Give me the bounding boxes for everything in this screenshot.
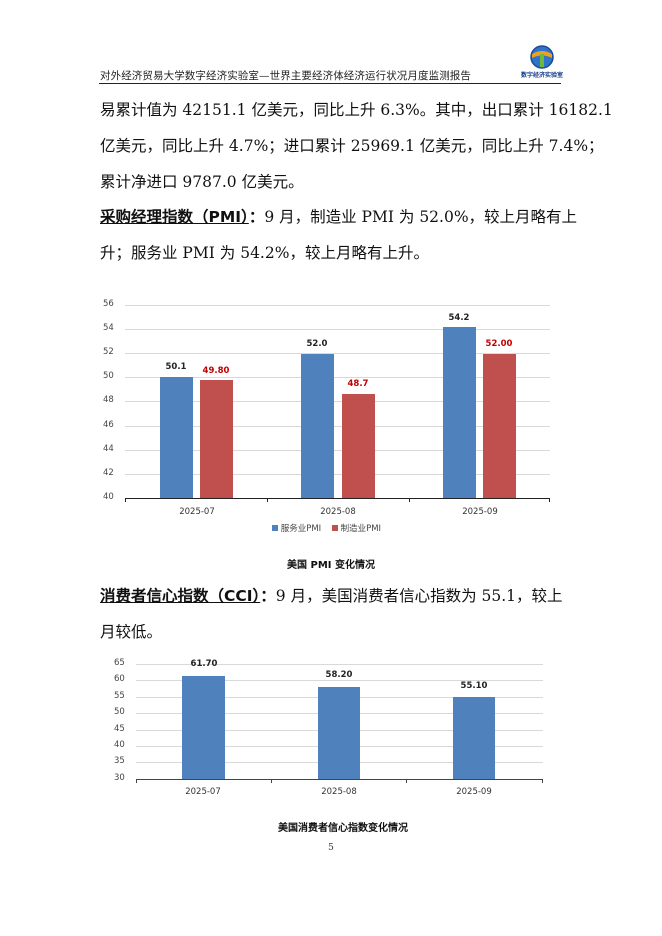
value-label: 55.10 bbox=[460, 681, 488, 691]
pmi-line-2: 升；服务业 PMI 为 54.2%，较上月略有上升。 bbox=[100, 244, 429, 262]
gridline bbox=[136, 680, 543, 681]
y-tick: 54 bbox=[103, 323, 114, 333]
bar-services-2025-09 bbox=[443, 327, 476, 498]
trade-line-2: 亿美元，同比上升 4.7%；进口累计 25969.1 亿美元，同比上升 7.4%… bbox=[100, 137, 604, 155]
gridline bbox=[136, 697, 543, 698]
x-axis-tick bbox=[409, 498, 410, 502]
bar-manufacturing-2025-07 bbox=[200, 380, 233, 498]
x-axis-tick bbox=[267, 498, 268, 502]
page-number: 5 bbox=[328, 843, 334, 853]
bar-cci-2025-08 bbox=[318, 687, 360, 779]
header-divider bbox=[99, 83, 561, 84]
trade-paragraph: 易累计值为 42151.1 亿美元，同比上升 6.3%。其中，出口累计 1618… bbox=[100, 92, 613, 200]
pmi-paragraph: 采购经理指数（PMI）：9 月，制造业 PMI 为 52.0%，较上月略有上 升… bbox=[100, 199, 577, 271]
lab-logo: 数字经济实验室 bbox=[521, 44, 563, 80]
bar-services-2025-07 bbox=[160, 377, 193, 498]
cci-paragraph: 消费者信心指数（CCI）：9 月，美国消费者信心指数为 55.1，较上 月较低。 bbox=[100, 578, 563, 650]
gridline bbox=[125, 450, 550, 451]
x-category-label: 2025-09 bbox=[456, 787, 492, 797]
x-category-label: 2025-08 bbox=[320, 507, 356, 517]
pmi-line1-text: 9 月，制造业 PMI 为 52.0%，较上月略有上 bbox=[264, 208, 578, 226]
trade-line-1: 易累计值为 42151.1 亿美元，同比上升 6.3%。其中，出口累计 1618… bbox=[100, 101, 613, 119]
value-label: 61.70 bbox=[190, 659, 218, 669]
gridline bbox=[136, 664, 543, 665]
legend-swatch-services bbox=[272, 525, 278, 531]
y-tick: 60 bbox=[114, 674, 125, 684]
value-label: 49.80 bbox=[202, 366, 230, 376]
cci-colon: ： bbox=[260, 586, 276, 605]
value-label: 48.7 bbox=[347, 379, 369, 389]
legend-label-manufacturing: 制造业PMI bbox=[340, 524, 382, 534]
x-category-label: 2025-08 bbox=[321, 787, 357, 797]
legend-swatch-manufacturing bbox=[331, 525, 338, 531]
y-tick: 50 bbox=[114, 707, 125, 717]
value-label: 50.1 bbox=[165, 362, 187, 372]
x-category-label: 2025-09 bbox=[462, 507, 498, 517]
bar-cci-2025-09 bbox=[453, 697, 495, 779]
y-tick: 65 bbox=[114, 658, 125, 668]
x-category-label: 2025-07 bbox=[185, 787, 221, 797]
y-tick: 40 bbox=[114, 740, 125, 750]
x-category-label: 2025-07 bbox=[179, 507, 215, 517]
y-tick: 46 bbox=[103, 420, 114, 430]
cci-keyword: 消费者信心指数（CCI） bbox=[100, 587, 261, 605]
gridline bbox=[125, 377, 550, 378]
gridline bbox=[136, 730, 543, 731]
gridline bbox=[125, 329, 550, 330]
y-tick: 50 bbox=[103, 371, 114, 381]
y-tick: 44 bbox=[103, 444, 114, 454]
y-tick: 40 bbox=[103, 492, 114, 502]
x-axis-tick bbox=[125, 498, 126, 502]
gridline bbox=[136, 746, 543, 747]
trade-line-3: 累计净进口 9787.0 亿美元。 bbox=[100, 173, 304, 191]
gridline bbox=[125, 305, 550, 306]
chart-legend: 服务业PMI 制造业PMI bbox=[272, 522, 381, 534]
pmi-chart: 56 54 52 50 48 46 44 42 40 50.1 49.80 52… bbox=[103, 299, 550, 571]
y-tick: 42 bbox=[103, 468, 114, 478]
chart-caption: 美国消费者信心指数变化情况 bbox=[278, 823, 408, 834]
chart-caption: 美国 PMI 变化情况 bbox=[287, 560, 375, 571]
x-axis bbox=[136, 779, 543, 780]
value-label: 58.20 bbox=[325, 670, 353, 680]
gridline bbox=[136, 762, 543, 763]
bar-manufacturing-2025-09 bbox=[483, 354, 516, 498]
value-label: 54.2 bbox=[448, 313, 470, 323]
y-tick: 45 bbox=[114, 724, 125, 734]
pmi-keyword: 采购经理指数（PMI） bbox=[100, 208, 249, 226]
gridline bbox=[125, 474, 550, 475]
x-axis bbox=[125, 498, 550, 499]
legend-label-services: 服务业PMI bbox=[280, 524, 322, 534]
y-tick: 52 bbox=[103, 347, 114, 357]
cci-line-2: 月较低。 bbox=[100, 623, 163, 641]
globe-logo-icon bbox=[530, 45, 554, 69]
x-axis-tick bbox=[406, 779, 407, 783]
bar-manufacturing-2025-08 bbox=[342, 394, 375, 498]
x-axis-tick bbox=[271, 779, 272, 783]
gridline bbox=[125, 401, 550, 402]
pmi-colon: ： bbox=[248, 207, 265, 226]
value-label: 52.00 bbox=[485, 339, 513, 349]
cci-line1-text: 9 月，美国消费者信心指数为 55.1，较上 bbox=[275, 587, 563, 605]
x-axis-tick bbox=[549, 498, 550, 502]
y-tick: 55 bbox=[114, 691, 125, 701]
gridline bbox=[136, 713, 543, 714]
y-tick: 48 bbox=[103, 395, 114, 405]
x-axis-tick bbox=[136, 779, 137, 783]
gridline bbox=[125, 353, 550, 354]
value-label: 52.0 bbox=[306, 339, 328, 349]
bar-services-2025-08 bbox=[301, 354, 334, 498]
y-tick: 56 bbox=[103, 299, 114, 309]
logo-label: 数字经济实验室 bbox=[520, 72, 563, 79]
report-header-title: 对外经济贸易大学数字经济实验室—世界主要经济体经济运行状况月度监测报告 bbox=[100, 70, 471, 82]
gridline bbox=[125, 426, 550, 427]
bar-cci-2025-07 bbox=[182, 676, 225, 779]
y-tick: 35 bbox=[114, 756, 125, 766]
y-tick: 30 bbox=[114, 773, 125, 783]
x-axis-tick bbox=[542, 779, 543, 783]
